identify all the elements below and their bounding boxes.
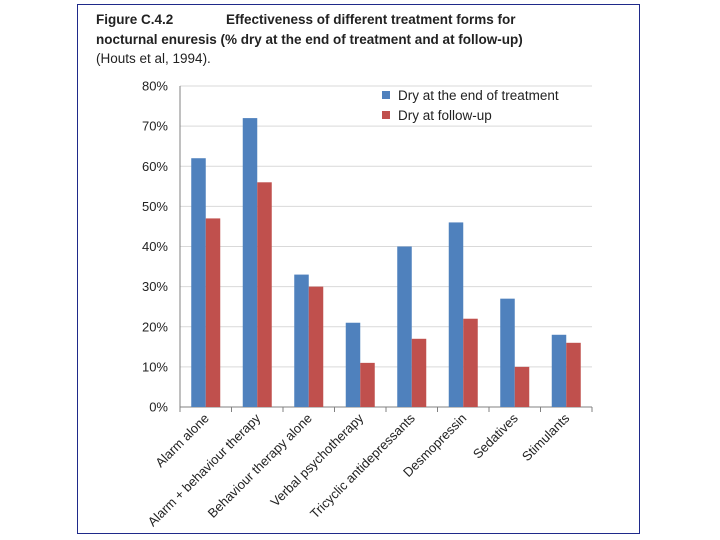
y-tick-label: 40% bbox=[142, 239, 168, 254]
y-tick-label: 50% bbox=[142, 199, 168, 214]
bar-follow-up bbox=[411, 338, 427, 407]
legend-label: Dry at follow-up bbox=[398, 108, 492, 123]
bar-follow-up bbox=[463, 318, 478, 407]
bar-end-of-treatment bbox=[345, 322, 361, 407]
bar-follow-up bbox=[514, 366, 530, 407]
bar-end-of-treatment bbox=[242, 118, 258, 407]
bar-follow-up bbox=[257, 182, 272, 407]
bar-follow-up bbox=[308, 286, 324, 407]
y-tick-label: 60% bbox=[142, 159, 168, 174]
bar-end-of-treatment bbox=[397, 246, 412, 407]
figure-label: Figure C.4.2 bbox=[96, 12, 174, 27]
bar-end-of-treatment bbox=[191, 158, 206, 407]
bar-end-of-treatment bbox=[294, 274, 309, 407]
x-tick-label: Tricyclic antidepressants bbox=[307, 410, 418, 521]
x-tick-label: Sedatives bbox=[470, 410, 521, 461]
x-tick-label: Verbal psychotherapy bbox=[267, 410, 366, 509]
bar-end-of-treatment bbox=[500, 298, 515, 407]
figure-source: (Houts et al, 1994). bbox=[96, 51, 211, 66]
y-tick-label: 80% bbox=[142, 79, 168, 94]
figure-title-line2: nocturnal enuresis (% dry at the end of … bbox=[96, 32, 523, 47]
figure-caption-line1: Figure C.4.2 Effectiveness of different t… bbox=[96, 12, 516, 27]
legend-swatch bbox=[382, 91, 390, 99]
figure-frame bbox=[77, 4, 640, 534]
x-tick-label: Stimulants bbox=[519, 410, 573, 464]
y-tick-label: 30% bbox=[142, 279, 168, 294]
y-tick-label: 10% bbox=[142, 359, 168, 374]
figure-title-line1: Effectiveness of different treatment for… bbox=[226, 12, 516, 27]
x-tick-label: Behaviour therapy alone bbox=[205, 411, 315, 521]
bar-follow-up bbox=[360, 362, 375, 407]
bar-end-of-treatment bbox=[448, 222, 464, 407]
bar-follow-up bbox=[566, 342, 581, 407]
bar-end-of-treatment bbox=[551, 334, 567, 407]
legend-swatch bbox=[382, 111, 390, 119]
bar-follow-up bbox=[205, 218, 221, 407]
y-tick-label: 70% bbox=[142, 119, 168, 134]
y-tick-label: 20% bbox=[142, 319, 168, 334]
y-tick-label: 0% bbox=[149, 400, 168, 415]
legend-label: Dry at the end of treatment bbox=[398, 88, 559, 103]
